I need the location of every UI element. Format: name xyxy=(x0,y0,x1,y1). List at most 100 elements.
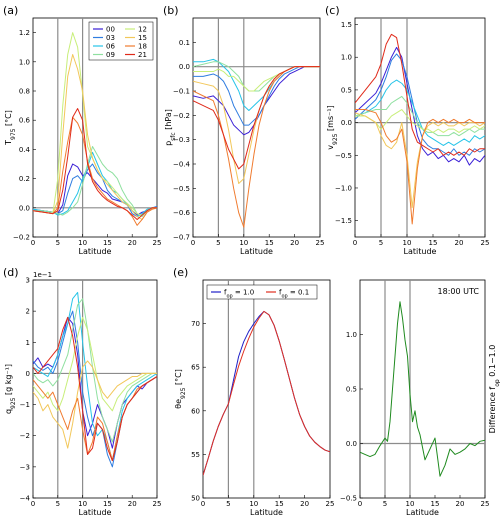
plot-frame xyxy=(359,279,486,499)
x-axis-label: Latitude xyxy=(240,247,273,256)
series-group xyxy=(33,291,157,468)
series-line-21 xyxy=(33,316,157,462)
x-tick-label: 25 xyxy=(481,500,490,508)
x-tick-label: 15 xyxy=(275,500,284,508)
x-axis-label: Latitude xyxy=(250,508,283,515)
series-line-06 xyxy=(355,79,485,146)
series-group xyxy=(203,310,330,476)
legend-entry: 15 xyxy=(138,34,147,42)
y-axis-label: T975 [°C] xyxy=(4,110,17,146)
y-tick-label: −0.2 xyxy=(13,234,30,242)
series-line-15 xyxy=(355,112,485,209)
legend-entry: fop = 0.1 xyxy=(279,289,309,300)
y-tick-label: −0.5 xyxy=(340,495,357,503)
panel-4: 0 5 10 15 20 25 −4 −3 −2 −1 0 1 2 3 Latitude q925 [g kg… xyxy=(3,266,161,515)
panel-1: 0 5 10 15 20 25 −0.2 0.0 0.2 0.4 0.6 0.8 1.0 1.2 Latit… xyxy=(3,4,161,256)
plot-frame xyxy=(354,17,486,238)
x-tick-label: 15 xyxy=(103,239,112,247)
panel-label: (b) xyxy=(163,4,179,17)
legend-entry: 06 xyxy=(106,43,115,51)
y-tick-label: −0.2 xyxy=(173,112,190,120)
series-line-09 xyxy=(33,298,157,443)
x-tick-label: 20 xyxy=(455,239,464,247)
x-tick-label: 15 xyxy=(431,500,440,508)
y-tick-label: −0.7 xyxy=(173,234,190,242)
scale-note: 1e−1 xyxy=(33,271,52,279)
x-tick-label: 10 xyxy=(406,500,415,508)
x-tick-label: 5 xyxy=(226,500,230,508)
y-tick-label: −3 xyxy=(20,463,30,471)
y-tick-label: −0.5 xyxy=(335,152,352,160)
series-group xyxy=(355,33,485,225)
x-tick-label: 20 xyxy=(128,239,137,247)
x-tick-label: 0 xyxy=(201,500,205,508)
plot-frame xyxy=(192,17,321,238)
x-tick-label: 5 xyxy=(383,500,387,508)
series-line-difference xyxy=(360,301,485,477)
x-tick-label: 0 xyxy=(353,239,357,247)
series-line-21 xyxy=(193,66,320,170)
x-axis-label: Latitude xyxy=(79,247,112,256)
y-tick-label: −0.6 xyxy=(173,209,191,217)
y-tick-label: −2 xyxy=(20,432,30,440)
y-tick-label: 1.5 xyxy=(341,21,352,29)
x-tick-label: 25 xyxy=(326,500,335,508)
x-axis-label: Latitude xyxy=(404,247,437,256)
series-line-12 xyxy=(355,109,485,133)
y-tick-label: 2 xyxy=(26,308,30,316)
series-line-15 xyxy=(193,66,320,184)
y-tick-label: 1.0 xyxy=(346,331,357,339)
y-tick-label: −0.1 xyxy=(173,88,190,96)
y-tick-label: −1.5 xyxy=(335,217,352,225)
legend-entry: 00 xyxy=(106,26,115,34)
time-annotation: 18:00 UTC xyxy=(438,287,480,296)
series-line-21 xyxy=(355,33,485,156)
y-tick-label: 0.8 xyxy=(19,88,30,96)
legend-box xyxy=(88,21,154,61)
y-tick-label: 1.2 xyxy=(19,29,30,37)
x-tick-label: 0 xyxy=(31,239,35,247)
series-line-f-op-0-1 xyxy=(203,310,330,476)
panel-5: 0 5 10 15 20 25 50 55 60 65 70 Latitude θe925 [°C] (e… xyxy=(173,266,334,515)
y-tick-label: −0.4 xyxy=(173,161,191,169)
x-tick-label: 15 xyxy=(429,239,438,247)
y-tick-label: 60 xyxy=(191,407,200,415)
y-tick-label: 0 xyxy=(26,370,30,378)
series-line-06 xyxy=(33,151,157,218)
panel-label: (d) xyxy=(3,266,19,279)
x-tick-label: 20 xyxy=(456,500,465,508)
panel-3: 0 5 10 15 20 25 −1.5 −1.0 −0.5 0.0 0.5 1.0 1.5 Latitu… xyxy=(325,4,489,256)
series-line-18 xyxy=(355,109,485,225)
x-tick-label: 0 xyxy=(358,500,362,508)
x-tick-label: 5 xyxy=(379,239,383,247)
y-axis-label: θe925 [°C] xyxy=(174,369,187,409)
legend-box xyxy=(206,284,318,300)
legend-entry: 12 xyxy=(138,26,147,34)
y-tick-label: 55 xyxy=(191,451,200,459)
y-tick-label: 0.2 xyxy=(19,175,30,183)
x-tick-label: 5 xyxy=(56,239,60,247)
y-tick-label: 0.5 xyxy=(341,86,352,94)
series-line-03 xyxy=(33,163,157,218)
legend-entry: 09 xyxy=(106,51,115,59)
series-group xyxy=(193,58,320,228)
panel-label: (c) xyxy=(325,4,340,17)
series-line-03 xyxy=(33,310,157,468)
legend-entry: 18 xyxy=(138,43,147,51)
x-tick-label: 25 xyxy=(153,239,162,247)
y-axis-label: v925 [ms⁻¹] xyxy=(326,105,339,149)
y-tick-label: 3 xyxy=(26,277,30,285)
y-tick-label: 0.0 xyxy=(19,204,30,212)
series-line-18 xyxy=(33,116,157,226)
y-tick-label: 70 xyxy=(191,320,200,328)
y-tick-label: 0.4 xyxy=(19,146,31,154)
x-tick-label: 10 xyxy=(249,500,258,508)
x-tick-label: 15 xyxy=(103,500,112,508)
plot-frame xyxy=(202,279,331,499)
x-tick-label: 10 xyxy=(78,239,87,247)
x-tick-label: 10 xyxy=(239,239,248,247)
plot-frame xyxy=(32,279,158,499)
x-tick-label: 0 xyxy=(191,239,195,247)
x-axis-label: Latitude xyxy=(406,508,439,515)
